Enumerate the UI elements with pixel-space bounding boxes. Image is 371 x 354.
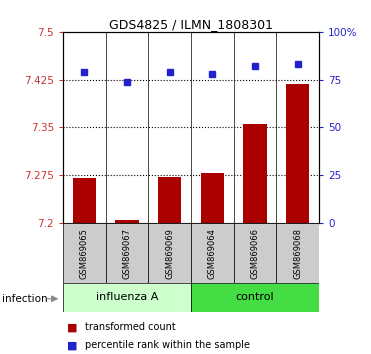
Text: GSM869069: GSM869069: [165, 228, 174, 279]
Bar: [63, 223, 106, 283]
Text: GSM869067: GSM869067: [122, 228, 132, 279]
Text: influenza A: influenza A: [96, 292, 158, 302]
Bar: [73, 178, 96, 223]
Bar: [63, 283, 191, 312]
Bar: [201, 173, 224, 223]
Bar: [286, 84, 309, 223]
Bar: [191, 283, 319, 312]
Bar: [106, 223, 148, 283]
Text: GSM869064: GSM869064: [208, 228, 217, 279]
Text: control: control: [236, 292, 275, 302]
Bar: [276, 223, 319, 283]
Bar: [234, 223, 276, 283]
Bar: [158, 177, 181, 223]
Title: GDS4825 / ILMN_1808301: GDS4825 / ILMN_1808301: [109, 18, 273, 31]
Text: percentile rank within the sample: percentile rank within the sample: [85, 340, 250, 350]
Text: ■: ■: [67, 322, 77, 332]
Text: GSM869066: GSM869066: [250, 228, 260, 279]
Text: ■: ■: [67, 340, 77, 350]
Text: GSM869065: GSM869065: [80, 228, 89, 279]
Text: infection: infection: [2, 294, 47, 304]
Bar: [115, 220, 139, 223]
Bar: [148, 223, 191, 283]
Bar: [191, 223, 234, 283]
Text: GSM869068: GSM869068: [293, 228, 302, 279]
Bar: [243, 124, 267, 223]
Text: transformed count: transformed count: [85, 322, 176, 332]
